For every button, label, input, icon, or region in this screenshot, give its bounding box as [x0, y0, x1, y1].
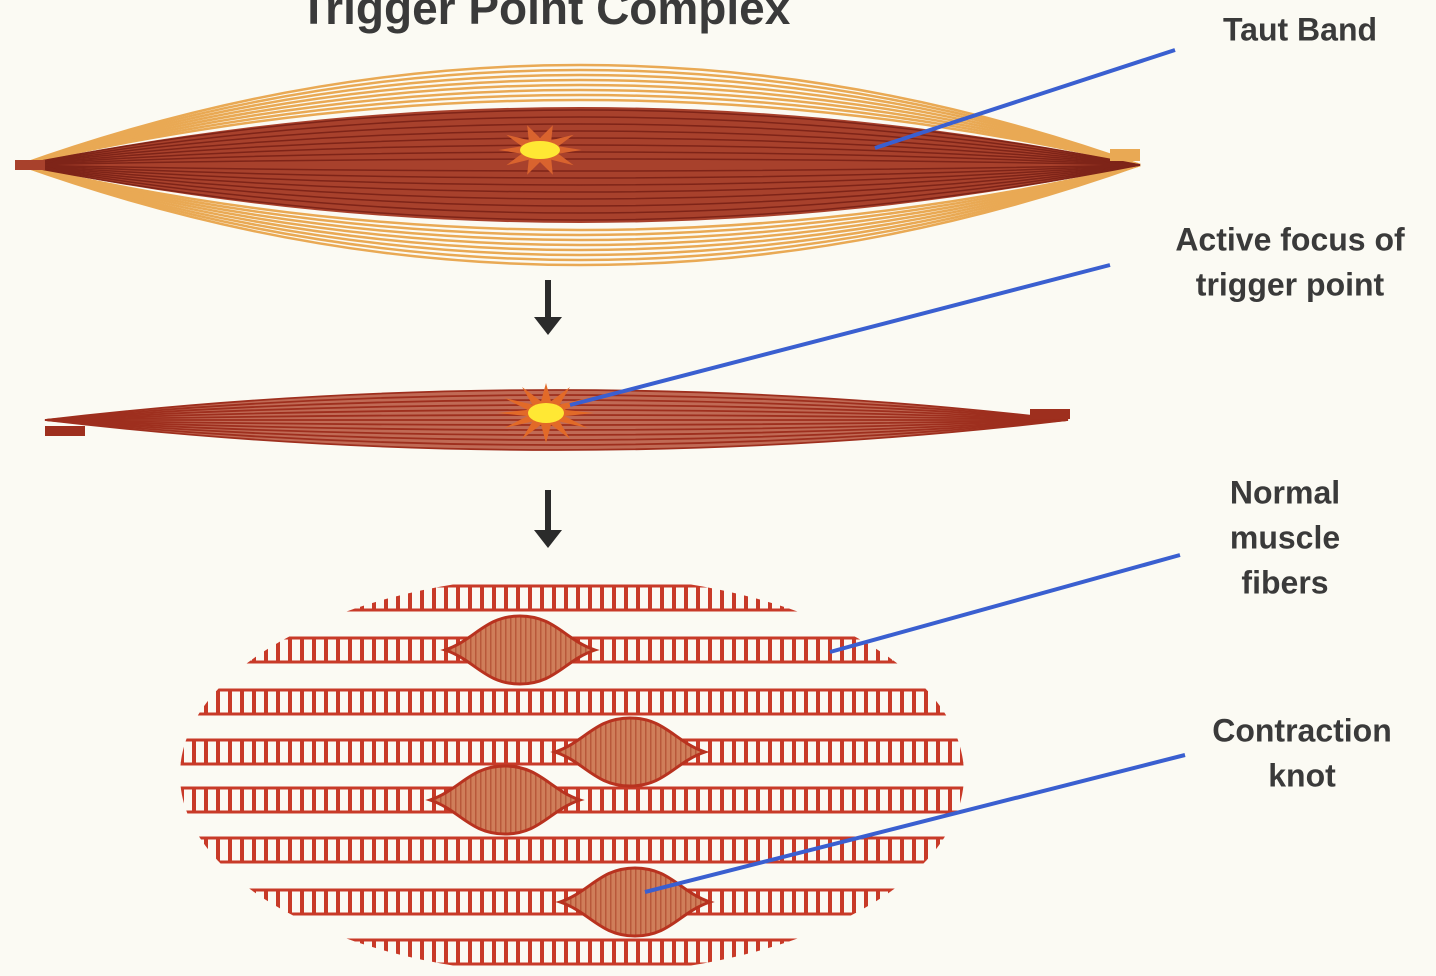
fiber-rungs	[150, 587, 1000, 609]
label: fibers	[1241, 564, 1328, 600]
label: Contraction	[1212, 712, 1392, 748]
label: muscle	[1230, 519, 1340, 555]
arrow-head	[534, 317, 562, 335]
fiber-rungs	[150, 691, 1000, 713]
focus	[520, 141, 560, 159]
contraction-knot	[430, 766, 580, 834]
contraction-knot	[445, 616, 595, 684]
labels: Taut Band Active focus of trigger point Nor…	[1175, 11, 1405, 793]
spindle-end	[45, 426, 85, 436]
diagram: Trigger Point Complex Taut Band Active fo…	[0, 0, 1436, 976]
leader-line	[830, 555, 1180, 652]
label: knot	[1268, 757, 1336, 793]
contraction-knot	[555, 718, 705, 786]
fiber-rungs	[150, 839, 1000, 861]
fiber-bundle	[150, 586, 1000, 964]
leader-line	[645, 755, 1185, 892]
label: trigger point	[1196, 266, 1385, 302]
focus	[528, 403, 564, 423]
contraction-knot	[560, 868, 710, 936]
page: Trigger Point Complex Taut Band Active fo…	[0, 0, 1436, 976]
band-end	[15, 160, 45, 170]
label: Active focus of	[1175, 221, 1405, 257]
title: Trigger Point Complex	[300, 0, 791, 34]
arrow-head	[534, 530, 562, 548]
band-end	[1110, 149, 1140, 161]
label: Normal	[1230, 474, 1340, 510]
label: Taut Band	[1223, 11, 1377, 47]
spindle-end	[1030, 409, 1070, 419]
shapes	[15, 65, 1140, 548]
leader-line	[570, 265, 1110, 405]
fiber-rungs	[150, 941, 1000, 963]
